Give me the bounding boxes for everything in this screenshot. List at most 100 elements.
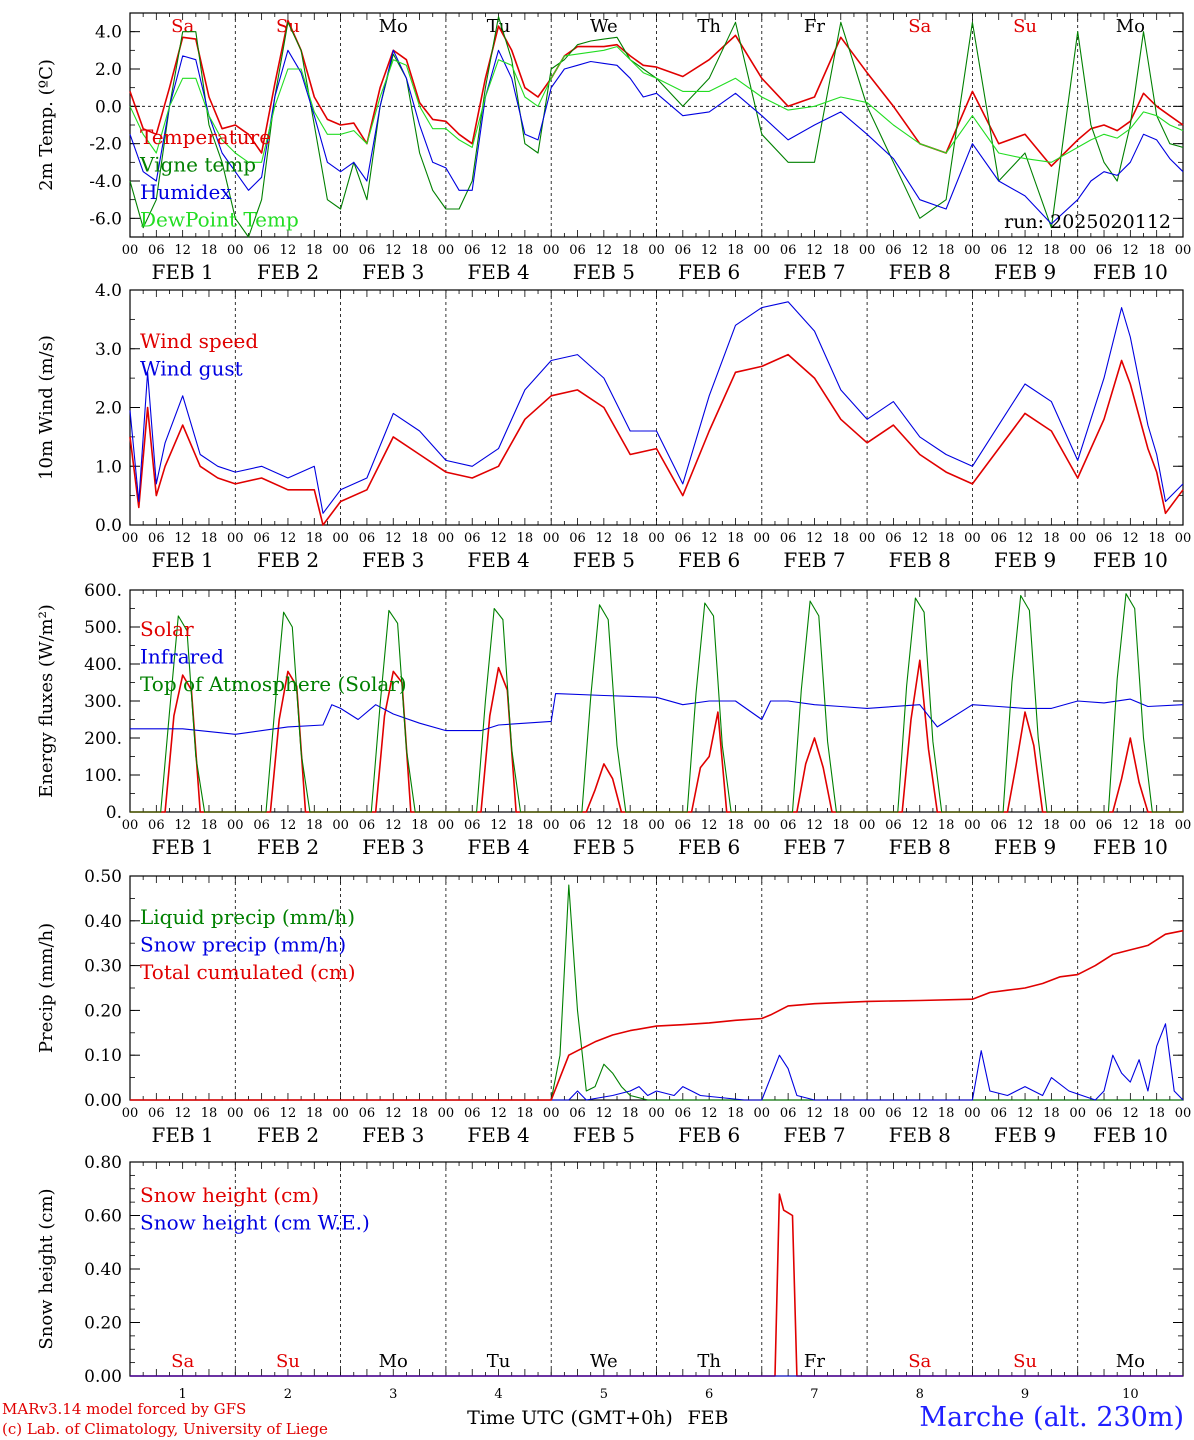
hour-tick-label: 18 — [833, 818, 850, 833]
y-tick-label: 0.10 — [84, 1046, 122, 1066]
hour-tick-label: 18 — [727, 531, 744, 546]
hour-tick-label: 12 — [490, 1106, 507, 1121]
legend-entry: Infrared — [140, 645, 224, 669]
hour-tick-label: 18 — [517, 818, 534, 833]
hour-tick-label: 06 — [253, 1106, 270, 1121]
y-axis-label: 2m Temp. (ºC) — [36, 59, 57, 191]
panel-wind: 4.0 3.0 2.0 1.0 0.0 10m Wind (m/s) 00 06 12 18 00 0… — [36, 281, 1191, 572]
hour-tick-label: 18 — [833, 531, 850, 546]
date-label: FEB 1 — [152, 835, 214, 859]
day-number-label: 10 — [1122, 1387, 1139, 1402]
date-label: FEB 5 — [573, 260, 635, 284]
hour-tick-label: 00 — [859, 1106, 876, 1121]
y-tick-label: 0.00 — [84, 1091, 122, 1111]
date-label: FEB 3 — [362, 835, 424, 859]
legend-entry: Solar — [140, 617, 194, 641]
y-tick-label: 4.0 — [95, 23, 122, 43]
date-label: FEB 2 — [257, 835, 319, 859]
y-tick-label: 400. — [84, 655, 122, 675]
y-tick-label: 0.30 — [84, 957, 122, 977]
hour-tick-label: 00 — [543, 818, 560, 833]
hour-tick-label: 06 — [464, 243, 481, 258]
hour-tick-label: 12 — [1122, 243, 1139, 258]
day-of-week-label: Fr — [804, 16, 825, 37]
y-axis-label: Energy fluxes (W/m²) — [36, 604, 57, 798]
hour-tick-label: 12 — [911, 1106, 928, 1121]
series-line-wind-speed — [129, 353, 1184, 526]
day-of-week-label: Su — [1013, 16, 1037, 37]
hour-tick-label: 12 — [806, 243, 823, 258]
hour-tick-label: 12 — [280, 1106, 297, 1121]
date-label: FEB 9 — [994, 835, 1056, 859]
hour-tick-label: 06 — [885, 531, 902, 546]
hour-tick-label: 00 — [227, 243, 244, 258]
hour-tick-label: 06 — [675, 531, 692, 546]
y-tick-label: 200. — [84, 729, 122, 749]
hour-tick-label: 12 — [1122, 531, 1139, 546]
hour-tick-label: 00 — [543, 1106, 560, 1121]
hour-tick-label: 18 — [306, 531, 323, 546]
day-number-label: 8 — [916, 1387, 924, 1402]
legend-entry: Temperature — [140, 125, 271, 149]
date-label: FEB 1 — [152, 1123, 214, 1147]
series-line-top-of-atmosphere-solar — [130, 593, 1183, 813]
series-line-wind-gust — [129, 301, 1184, 514]
day-of-week-label: Mo — [379, 16, 408, 37]
hour-tick-label: 00 — [754, 818, 771, 833]
hour-tick-label: 18 — [938, 818, 955, 833]
hour-tick-label: 06 — [569, 531, 586, 546]
hour-tick-label: 06 — [1096, 818, 1113, 833]
hour-tick-label: 12 — [701, 531, 718, 546]
hour-tick-label: 12 — [385, 818, 402, 833]
hour-tick-label: 06 — [990, 531, 1007, 546]
date-label: FEB 9 — [994, 1123, 1056, 1147]
hour-tick-label: 00 — [1069, 1106, 1086, 1121]
y-axis-label: Snow height (cm) — [36, 1188, 57, 1349]
hour-tick-label: 06 — [359, 243, 376, 258]
series-line-liquid-precip-mm-h — [130, 884, 1183, 1101]
date-label: FEB 2 — [257, 260, 319, 284]
date-label: FEB 10 — [1093, 835, 1168, 859]
date-label: FEB 5 — [573, 1123, 635, 1147]
hour-tick-label: 00 — [964, 1106, 981, 1121]
y-tick-label: 0.40 — [84, 1260, 122, 1280]
hour-tick-label: 12 — [1122, 818, 1139, 833]
hour-tick-label: 12 — [280, 243, 297, 258]
hour-tick-label: 00 — [227, 1106, 244, 1121]
hour-tick-label: 00 — [1069, 243, 1086, 258]
hour-tick-label: 12 — [174, 531, 191, 546]
hour-tick-label: 06 — [885, 1106, 902, 1121]
day-number-label: 3 — [389, 1387, 397, 1402]
y-tick-label: 100. — [84, 766, 122, 786]
day-of-week-label: Mo — [1116, 1351, 1145, 1372]
hour-tick-label: 18 — [201, 531, 218, 546]
day-of-week-label: Sa — [908, 1351, 931, 1372]
hour-tick-label: 00 — [964, 818, 981, 833]
series-line-dewpoint-temp — [129, 46, 1184, 163]
hour-tick-label: 06 — [464, 531, 481, 546]
hour-tick-label: 00 — [122, 243, 139, 258]
day-of-week-label: Mo — [1116, 16, 1145, 37]
hour-tick-label: 18 — [938, 531, 955, 546]
y-tick-label: -2.0 — [89, 135, 122, 155]
hour-tick-label: 06 — [569, 818, 586, 833]
hour-tick-label: 12 — [596, 818, 613, 833]
x-axis-caption: Time UTC (GMT+0h) FEB — [467, 1407, 728, 1429]
day-of-week-label: Fr — [804, 1351, 825, 1372]
y-tick-label: 0.80 — [84, 1153, 122, 1173]
hour-tick-label: 00 — [1175, 531, 1192, 546]
hour-tick-label: 12 — [174, 243, 191, 258]
hour-tick-label: 00 — [754, 531, 771, 546]
series-line-snow-height-cm — [130, 1193, 1183, 1377]
hour-tick-label: 12 — [701, 243, 718, 258]
y-tick-label: 500. — [84, 618, 122, 638]
hour-tick-label: 06 — [885, 818, 902, 833]
hour-tick-label: 06 — [569, 1106, 586, 1121]
hour-tick-label: 00 — [754, 243, 771, 258]
y-tick-label: 0.20 — [84, 1314, 122, 1334]
panel-precip: 0.50 0.40 0.30 0.20 0.10 0.00 Precip (mm/h) 00 0… — [36, 867, 1191, 1147]
date-label: FEB 6 — [678, 1123, 740, 1147]
panel-frame — [129, 12, 1184, 238]
hour-tick-label: 06 — [148, 531, 165, 546]
hour-tick-label: 12 — [490, 243, 507, 258]
